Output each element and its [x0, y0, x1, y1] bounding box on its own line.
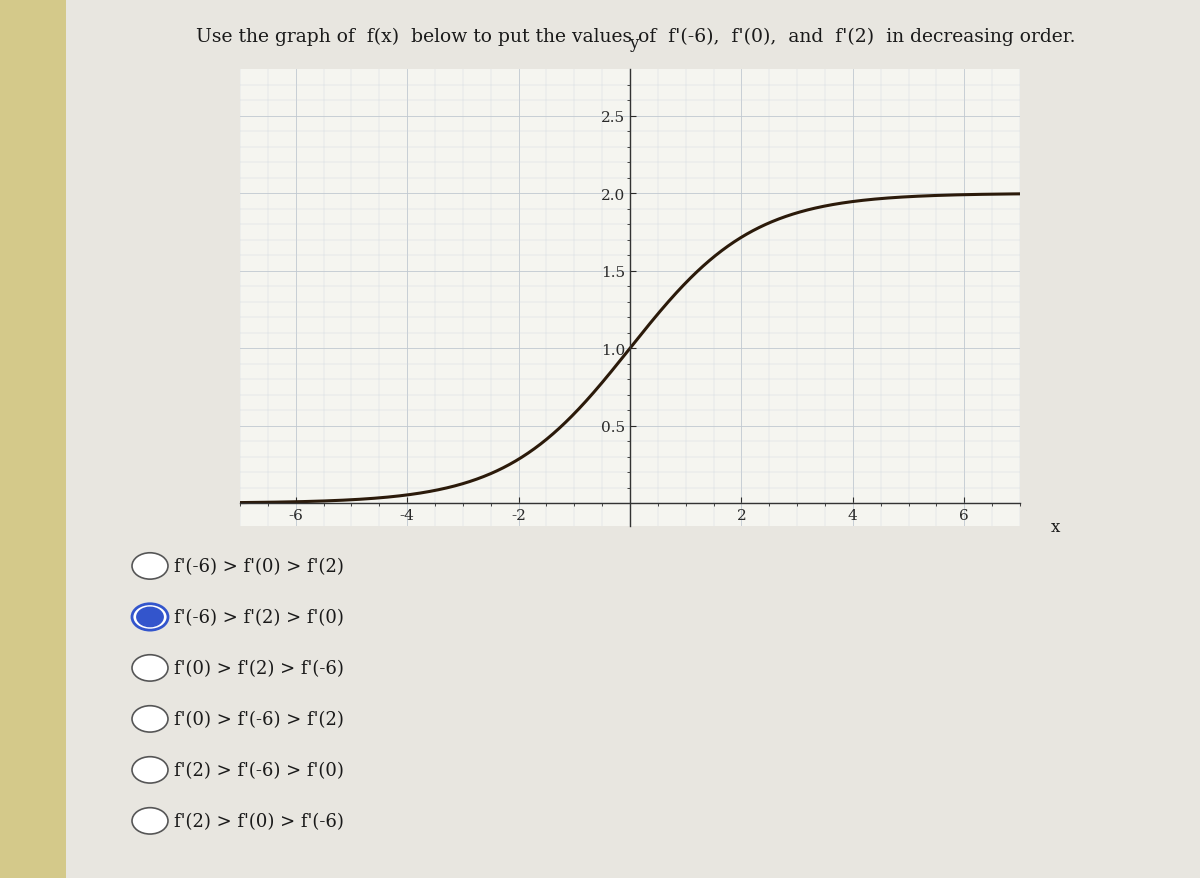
Text: f'(0) > f'(-6) > f'(2): f'(0) > f'(-6) > f'(2)	[174, 710, 344, 728]
Text: f'(2) > f'(-6) > f'(0): f'(2) > f'(-6) > f'(0)	[174, 761, 344, 779]
Text: x: x	[1051, 518, 1061, 536]
Text: f'(2) > f'(0) > f'(-6): f'(2) > f'(0) > f'(-6)	[174, 812, 344, 830]
Text: Use the graph of  f(x)  below to put the values of  f'(-6),  f'(0),  and  f'(2) : Use the graph of f(x) below to put the v…	[197, 28, 1075, 47]
Text: f'(-6) > f'(2) > f'(0): f'(-6) > f'(2) > f'(0)	[174, 608, 344, 626]
Text: f'(-6) > f'(0) > f'(2): f'(-6) > f'(0) > f'(2)	[174, 558, 344, 575]
Text: f'(0) > f'(2) > f'(-6): f'(0) > f'(2) > f'(-6)	[174, 659, 344, 677]
Text: y: y	[629, 35, 638, 52]
